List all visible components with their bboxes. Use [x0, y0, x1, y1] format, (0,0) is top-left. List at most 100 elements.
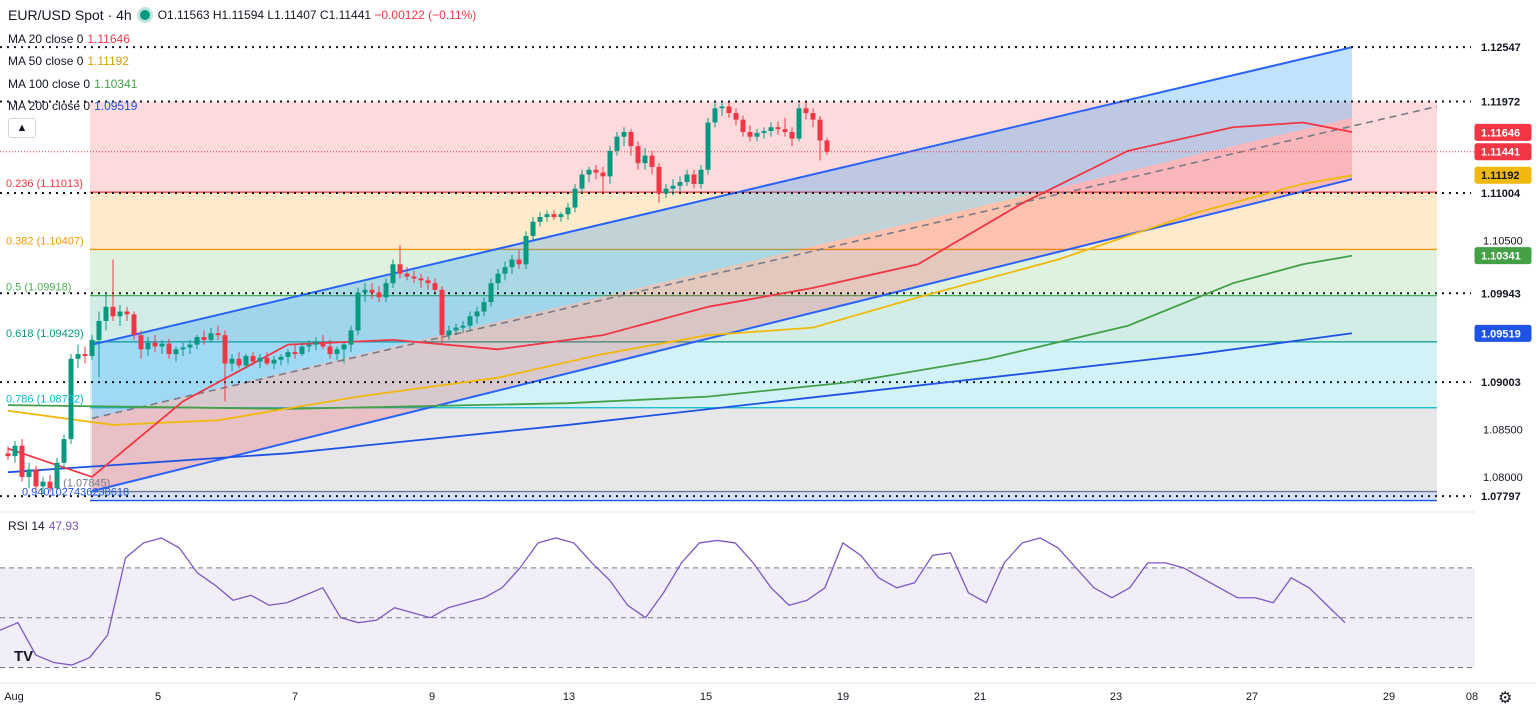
- channel-upper-fill: [92, 47, 1352, 419]
- candle-body: [453, 327, 459, 331]
- candle-body: [537, 217, 543, 222]
- time-tick-label: 27: [1246, 691, 1258, 703]
- candle-body: [691, 174, 697, 184]
- candle-body: [481, 302, 487, 312]
- candle-body: [117, 311, 123, 317]
- candle-body: [404, 273, 410, 277]
- ma100-legend[interactable]: MA 100 close 0 1.10341: [8, 77, 137, 91]
- candle-body: [271, 359, 277, 364]
- candle-body: [110, 306, 116, 317]
- close-value: C1.11441: [319, 8, 372, 22]
- price-axis-tag-label: 1.10341: [1481, 251, 1521, 263]
- candle-body: [131, 314, 137, 336]
- candle-body: [201, 337, 207, 340]
- ma50-legend[interactable]: MA 50 close 0 1.11192: [8, 54, 129, 68]
- ma200-legend[interactable]: MA 200 close 0 1.09519: [8, 99, 137, 113]
- candle-body: [719, 106, 725, 109]
- candle-body: [796, 108, 802, 139]
- candle-body: [320, 342, 326, 347]
- collapse-legend-button[interactable]: ▲: [8, 118, 36, 138]
- ma-label: MA 200 close 0: [8, 99, 91, 113]
- candle-body: [124, 311, 130, 315]
- price-axis-tag-label: 1.11972: [1481, 97, 1520, 109]
- price-axis-tag-label: 1.09943: [1481, 288, 1521, 300]
- ma-label: MA 50 close 0: [8, 54, 84, 68]
- candle-body: [47, 481, 53, 489]
- candle-body: [740, 119, 746, 132]
- price-axis-tag: [1475, 488, 1531, 505]
- ma20-legend[interactable]: MA 20 close 0 1.11646: [8, 32, 130, 46]
- candle-body: [754, 132, 760, 137]
- candle-body: [33, 469, 39, 487]
- candle-body: [208, 333, 214, 340]
- fib-label: 0.236 (1.11013): [6, 178, 83, 190]
- fib-zone: [90, 192, 1437, 250]
- candle-body: [166, 343, 172, 355]
- channel-upper-line: [91, 46, 1353, 346]
- ma20-line: [7, 121, 1353, 478]
- candle-body: [824, 140, 830, 152]
- change-value: −0.00122 (−0.11%): [374, 8, 477, 22]
- candle-body: [516, 259, 522, 265]
- candle-body: [306, 344, 312, 347]
- price-axis-tag: [1474, 166, 1532, 184]
- candle-body: [397, 264, 403, 274]
- gear-icon[interactable]: ⚙: [1498, 690, 1513, 707]
- ma100-line: [7, 254, 1353, 410]
- candle-body: [572, 188, 578, 208]
- candle-body: [607, 150, 613, 177]
- candle-body: [635, 146, 641, 164]
- candle-body: [257, 357, 263, 362]
- time-tick-label: 13: [563, 691, 575, 703]
- candle-body: [432, 283, 438, 290]
- ma-label: MA 20 close 0: [8, 32, 84, 46]
- candle-body: [551, 214, 557, 218]
- candle-body: [418, 278, 424, 281]
- symbol-title[interactable]: EUR/USD Spot · 4h: [8, 7, 132, 23]
- candle-body: [474, 311, 480, 317]
- ma-value: 1.10341: [94, 77, 138, 91]
- price-axis-tag: [1475, 285, 1531, 302]
- rsi-legend[interactable]: RSI 14 47.93: [8, 519, 79, 533]
- fib-label: 1 (1.07845): [54, 478, 110, 490]
- candle-body: [285, 352, 291, 357]
- candle-body: [523, 235, 529, 265]
- candle-body: [89, 339, 95, 356]
- ma50-line: [7, 174, 1353, 426]
- time-tick-label: Aug: [4, 691, 24, 703]
- price-axis-tag-label: 1.07797: [1481, 491, 1521, 503]
- candle-body: [327, 346, 333, 355]
- price-axis-tag-label: 1.09519: [1481, 328, 1521, 340]
- time-tick-label: 23: [1110, 691, 1122, 703]
- tradingview-logo-icon[interactable]: TV: [14, 648, 34, 665]
- fib-zone: [90, 295, 1437, 342]
- candle-body: [383, 283, 389, 298]
- ma-value: 1.09519: [94, 99, 138, 113]
- price-axis-tag: [1474, 123, 1532, 141]
- price-axis-bg: [1475, 0, 1536, 711]
- candle-body: [509, 259, 515, 268]
- candle-body: [180, 347, 186, 350]
- candle-body: [600, 172, 606, 177]
- candle-body: [138, 335, 144, 350]
- chart-header: EUR/USD Spot · 4h O1.11563 H1.11594 L1.1…: [8, 7, 476, 23]
- price-axis-tag: [1475, 39, 1531, 56]
- candle-body: [292, 352, 298, 355]
- candle-body: [82, 354, 88, 356]
- candle-body: [103, 306, 109, 321]
- price-tick-label: 1.08000: [1483, 472, 1523, 484]
- ma200-line: [7, 332, 1353, 474]
- open-value: O1.11563: [157, 8, 210, 22]
- price-axis-tag: [1474, 247, 1532, 265]
- fib-label: 0.382 (1.10407): [6, 235, 84, 247]
- candle-body: [411, 276, 417, 279]
- candle-body: [54, 462, 60, 489]
- candle-body: [782, 129, 788, 132]
- fib-label: 0.9401027436238618: [22, 487, 129, 499]
- price-axis-tag: [1475, 185, 1531, 202]
- rsi-line: [0, 537, 1346, 666]
- candle-body: [362, 289, 368, 293]
- candle-body: [614, 136, 620, 151]
- candle-body: [558, 214, 564, 218]
